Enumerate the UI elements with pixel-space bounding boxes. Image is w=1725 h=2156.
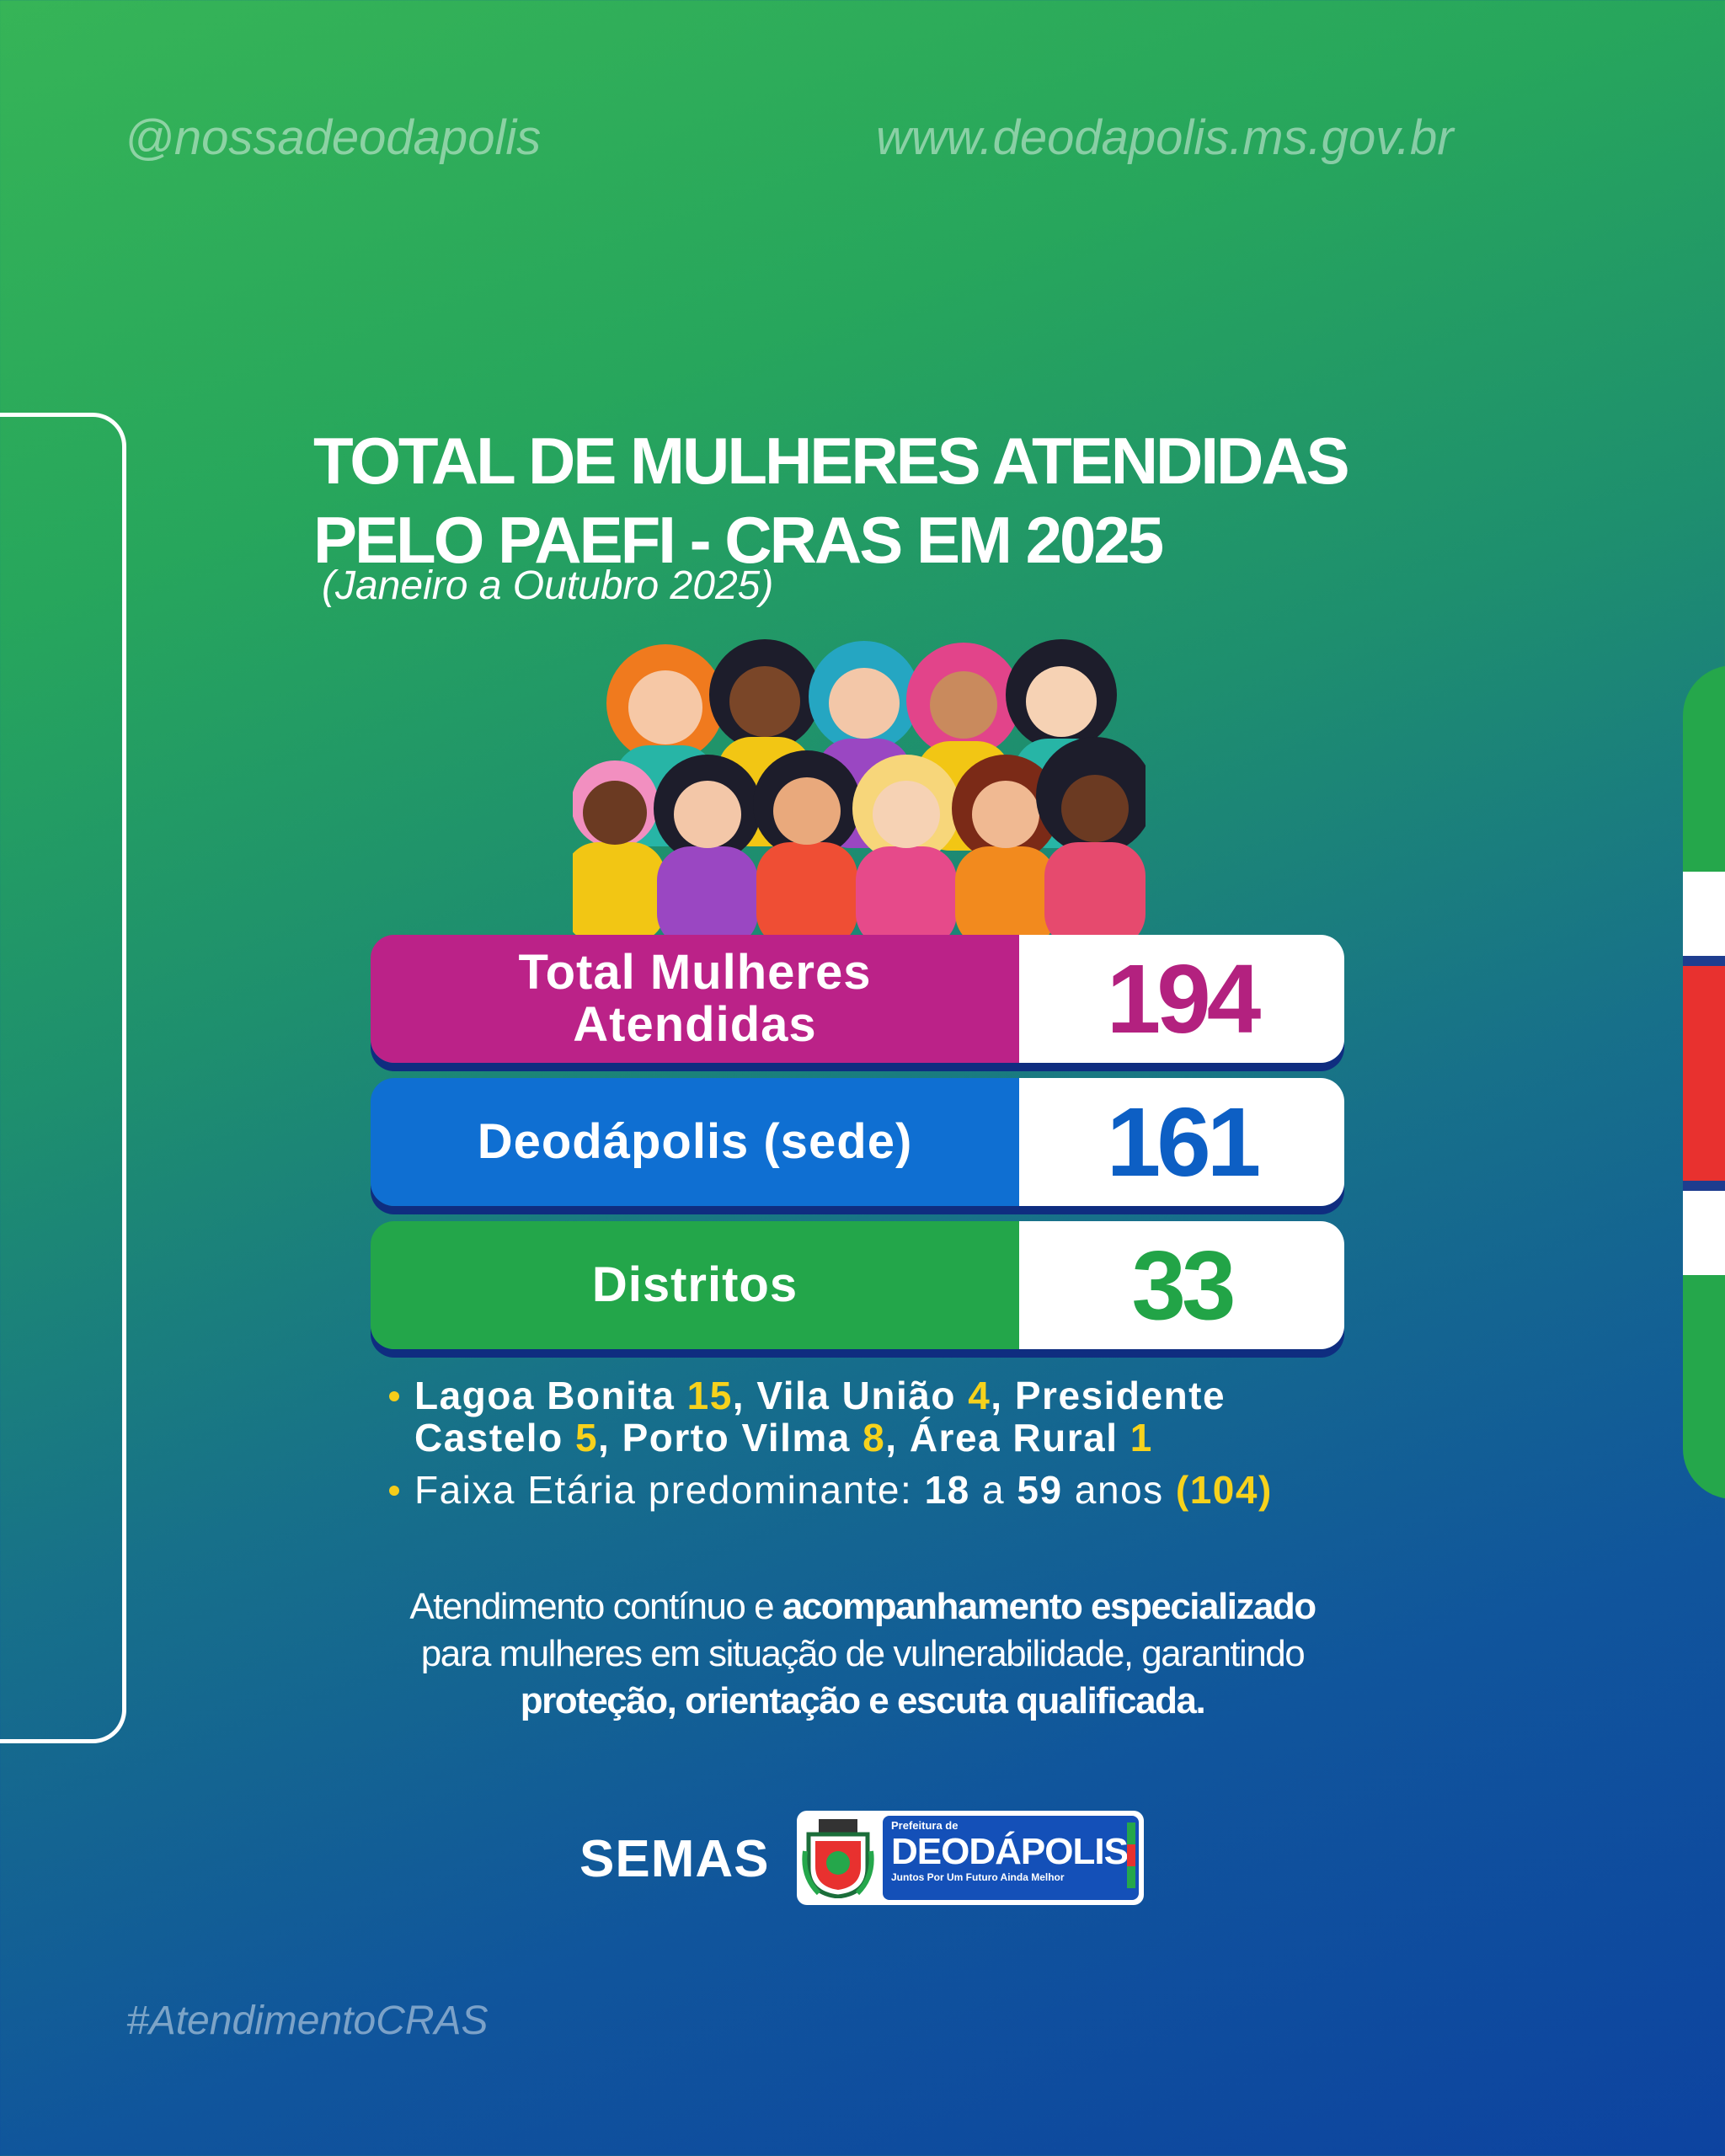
district-lagoa-bonita-count: 15 — [686, 1374, 733, 1417]
stats-panel: Total Mulheres Atendidas 194 Deodápolis … — [371, 935, 1344, 1364]
district-castelo-count: 5 — [574, 1416, 599, 1460]
district-porto-vilma: , Porto Vilma — [598, 1416, 851, 1460]
website-url: www.deodapolis.ms.gov.br — [876, 110, 1454, 165]
district-porto-vilma-count: 8 — [862, 1416, 886, 1460]
details-list: Lagoa Bonita 15, Vila União 4, President… — [389, 1374, 1400, 1521]
women-group-illustration — [573, 639, 1146, 939]
logo-prefeitura-text: Prefeitura de — [891, 1819, 959, 1832]
title-line-2: PELO PAEFI - CRAS EM 2025 — [313, 503, 1164, 577]
stat-label-total-line1: Total Mulheres — [518, 945, 872, 1000]
description: Atendimento contínuo e acompanhamento es… — [253, 1583, 1472, 1725]
age-to: 59 — [1017, 1468, 1063, 1512]
description-line2: para mulheres em situação de vulnerabili… — [420, 1633, 1306, 1674]
age-from: 18 — [924, 1468, 970, 1512]
stat-value-sede: 161 — [1019, 1078, 1344, 1206]
instagram-handle: @nossadeodapolis — [125, 110, 542, 165]
district-castelo: Castelo — [414, 1416, 563, 1460]
district-vila-uniao: , Vila União — [732, 1374, 956, 1417]
left-frame-decoration — [0, 413, 126, 1743]
logo-flag-bars — [1127, 1822, 1135, 1888]
age-prefix: Faixa Etária predominante: — [414, 1468, 913, 1512]
flag-decoration — [1683, 665, 1725, 1499]
stat-label-total-line2: Atendidas — [573, 997, 817, 1052]
district-presidente: , Presidente — [991, 1374, 1226, 1417]
district-area-rural: , Área Rural — [885, 1416, 1119, 1460]
logo-banner: Prefeitura de DEODÁPOLIS Juntos Por Um F… — [883, 1816, 1139, 1900]
title-line-1: TOTAL DE MULHERES ATENDIDAS — [313, 424, 1350, 498]
hashtag: #AtendimentoCRAS — [126, 1999, 489, 2043]
page-title: TOTAL DE MULHERES ATENDIDAS PELO PAEFI -… — [313, 421, 1350, 579]
description-line1: Atendimento contínuo e — [409, 1586, 782, 1627]
description-line3-bold: proteção, orientação e escuta qualificad… — [520, 1680, 1206, 1721]
stat-label-total: Total Mulheres Atendidas — [371, 935, 1019, 1063]
stat-row-sede: Deodápolis (sede) 161 — [371, 1078, 1344, 1206]
stat-value-distritos: 33 — [1019, 1221, 1344, 1349]
stat-label-sede: Deodápolis (sede) — [371, 1078, 1019, 1206]
district-lagoa-bonita: Lagoa Bonita — [414, 1374, 676, 1417]
stat-value-total: 194 — [1019, 935, 1344, 1063]
stat-label-distritos: Distritos — [371, 1221, 1019, 1349]
districts-breakdown: Lagoa Bonita 15, Vila União 4, President… — [389, 1374, 1400, 1459]
coat-of-arms-icon — [802, 1819, 874, 1898]
stat-row-total: Total Mulheres Atendidas 194 — [371, 935, 1344, 1063]
district-area-rural-count: 1 — [1130, 1416, 1153, 1460]
district-vila-uniao-count: 4 — [968, 1374, 991, 1417]
age-count: (104) — [1175, 1468, 1273, 1512]
age-range: Faixa Etária predominante: 18 a 59 anos … — [389, 1469, 1400, 1511]
semas-logo-text: SEMAS — [579, 1830, 770, 1888]
age-suffix: anos — [1074, 1468, 1164, 1512]
logo-city-name: DEODÁPOLIS — [891, 1831, 1129, 1872]
period-subtitle: (Janeiro a Outubro 2025) — [322, 563, 774, 608]
description-line1-bold: acompanhamento especializado — [782, 1586, 1316, 1627]
prefeitura-logo: Prefeitura de DEODÁPOLIS Juntos Por Um F… — [797, 1811, 1144, 1905]
stat-row-distritos: Distritos 33 — [371, 1221, 1344, 1349]
age-mid: a — [982, 1468, 1006, 1512]
logo-tagline: Juntos Por Um Futuro Ainda Melhor — [891, 1871, 1065, 1883]
